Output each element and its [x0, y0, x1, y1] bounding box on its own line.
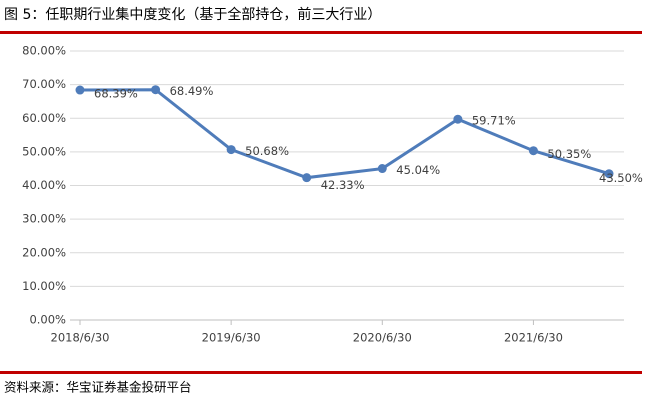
y-tick-label: 30.00%	[22, 212, 66, 226]
data-label: 59.71%	[472, 114, 516, 128]
chart-title: 图 5：任职期行业集中度变化（基于全部持仓，前三大行业）	[4, 6, 381, 23]
y-tick-label: 40.00%	[22, 178, 66, 192]
x-tick-label: 2020/6/30	[353, 331, 412, 345]
data-label: 42.33%	[321, 178, 365, 192]
point	[226, 145, 236, 155]
x-tick-label: 2019/6/30	[202, 331, 261, 345]
data-label: 68.39%	[94, 87, 138, 101]
source-note: 资料来源：华宝证券基金投研平台	[4, 380, 192, 395]
point	[151, 85, 161, 95]
y-tick-label: 70.00%	[22, 77, 66, 91]
point	[377, 164, 387, 174]
point	[604, 169, 614, 179]
y-tick-label: 50.00%	[22, 144, 66, 158]
y-tick-label: 80.00%	[22, 44, 66, 58]
data-label: 68.49%	[170, 84, 214, 98]
data-label: 45.04%	[396, 163, 440, 177]
point	[453, 114, 463, 124]
y-tick-label: 20.00%	[22, 245, 66, 259]
point	[528, 146, 538, 156]
point	[302, 173, 312, 183]
title-rule	[0, 31, 642, 34]
data-label: 50.35%	[547, 147, 591, 161]
y-tick-label: 10.00%	[22, 279, 66, 293]
y-tick-label: 0.00%	[29, 313, 66, 327]
x-tick-label: 2021/6/30	[504, 331, 563, 345]
data-label: 50.68%	[245, 144, 289, 158]
source-rule	[0, 371, 642, 374]
data-label: 43.50%	[599, 171, 643, 185]
x-tick-label: 2018/6/30	[51, 331, 110, 345]
y-tick-label: 60.00%	[22, 111, 66, 125]
series-line	[79, 88, 610, 180]
point	[75, 85, 85, 95]
